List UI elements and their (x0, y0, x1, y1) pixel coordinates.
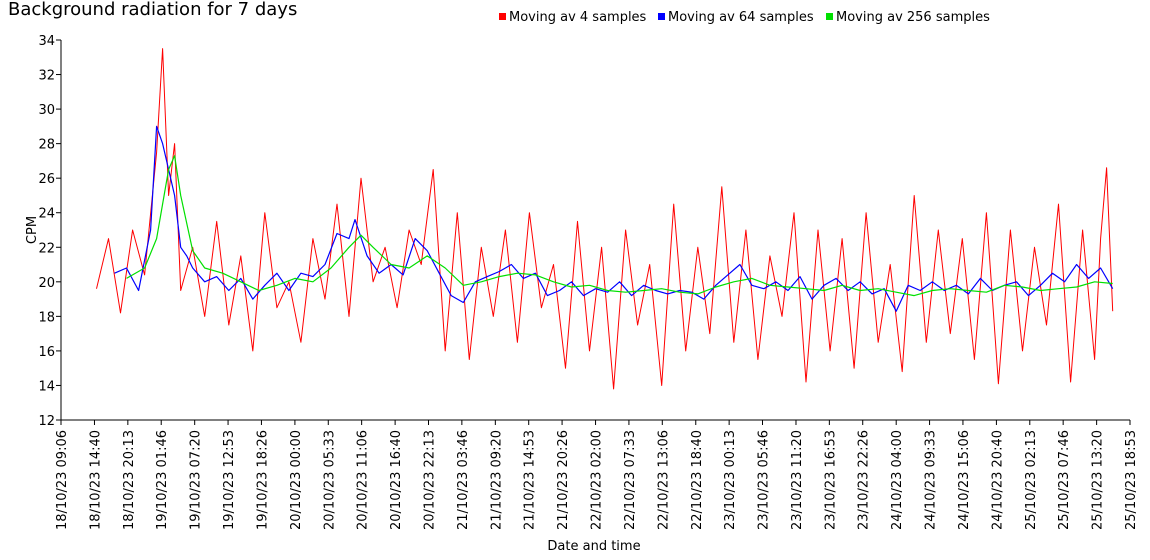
y-tick-label: 32 (38, 69, 55, 84)
x-axis-label: Date and time (547, 539, 640, 554)
x-tick-label: 21/10/23 09:20 (489, 430, 504, 530)
x-tick-label: 22/10/23 13:06 (656, 430, 671, 530)
x-tick-label: 25/10/23 18:53 (1124, 430, 1139, 530)
x-tick-label: 19/10/23 18:26 (255, 430, 270, 530)
legend-swatch-3 (826, 13, 833, 20)
y-tick-label: 20 (38, 276, 55, 291)
x-tick-label: 21/10/23 14:53 (523, 430, 538, 530)
x-tick-label: 25/10/23 13:20 (1091, 430, 1106, 530)
legend-label-2: Moving av 64 samples (668, 10, 814, 25)
x-tick-label: 23/10/23 11:20 (790, 430, 805, 530)
x-tick-label: 18/10/23 09:06 (55, 430, 70, 530)
y-axis: 12 14 16 18 20 22 24 26 28 30 32 34 (38, 34, 62, 429)
y-tick-label: 28 (38, 138, 55, 153)
x-tick-label: 21/10/23 03:46 (456, 430, 471, 530)
x-tick-label: 20/10/23 22:13 (422, 430, 437, 530)
series-line-3 (126, 155, 1113, 297)
y-tick-label: 12 (38, 414, 55, 429)
x-tick-label: 24/10/23 04:00 (890, 430, 905, 530)
x-tick-label: 21/10/23 20:26 (556, 430, 571, 530)
legend-swatch-1 (499, 13, 506, 20)
y-tick-label: 34 (38, 34, 55, 49)
x-tick-label: 25/10/23 02:13 (1024, 430, 1039, 530)
x-tick-label: 20/10/23 11:06 (356, 430, 371, 530)
legend: Moving av 4 samples Moving av 64 samples M… (499, 10, 990, 25)
x-tick-label: 25/10/23 07:46 (1057, 430, 1072, 530)
x-tick-label: 23/10/23 22:26 (857, 430, 872, 530)
x-tick-label: 19/10/23 12:53 (222, 430, 237, 530)
series-line-1 (96, 48, 1114, 390)
series-line-2 (114, 125, 1114, 312)
y-tick-label: 22 (38, 241, 55, 256)
x-tick-label: 24/10/23 15:06 (957, 430, 972, 530)
x-tick-label: 23/10/23 16:53 (823, 430, 838, 530)
x-tick-label: 23/10/23 00:13 (723, 430, 738, 530)
x-tick-label: 19/10/23 07:20 (189, 430, 204, 530)
y-tick-label: 30 (38, 103, 55, 118)
x-tick-label: 23/10/23 05:46 (757, 430, 772, 530)
x-tick-label: 20/10/23 00:00 (289, 430, 304, 530)
y-tick-label: 18 (38, 310, 55, 325)
x-tick-label: 18/10/23 14:40 (88, 430, 103, 530)
x-tick-label: 22/10/23 18:40 (690, 430, 705, 530)
chart-title: Background radiation for 7 days (8, 0, 297, 20)
x-tick-label: 19/10/23 01:46 (155, 430, 170, 530)
y-tick-label: 24 (38, 207, 55, 222)
y-tick-label: 14 (38, 379, 55, 394)
x-axis: 18/10/23 09:06 18/10/23 14:40 18/10/23 20:… (55, 419, 1139, 530)
x-tick-label: 20/10/23 05:33 (322, 430, 337, 530)
legend-label-3: Moving av 256 samples (836, 10, 990, 25)
x-tick-label: 24/10/23 09:33 (924, 430, 939, 530)
y-tick-label: 16 (38, 345, 55, 360)
y-tick-label: 26 (38, 172, 55, 187)
x-tick-label: 22/10/23 02:00 (590, 430, 605, 530)
x-tick-label: 20/10/23 16:40 (389, 430, 404, 530)
x-tick-label: 22/10/23 07:33 (623, 430, 638, 530)
series-layer (96, 48, 1114, 390)
x-tick-label: 24/10/23 20:40 (990, 430, 1005, 530)
y-axis-label: CPM (25, 216, 40, 244)
legend-label-1: Moving av 4 samples (509, 10, 647, 25)
legend-swatch-2 (658, 13, 665, 20)
x-tick-label: 18/10/23 20:13 (122, 430, 137, 530)
